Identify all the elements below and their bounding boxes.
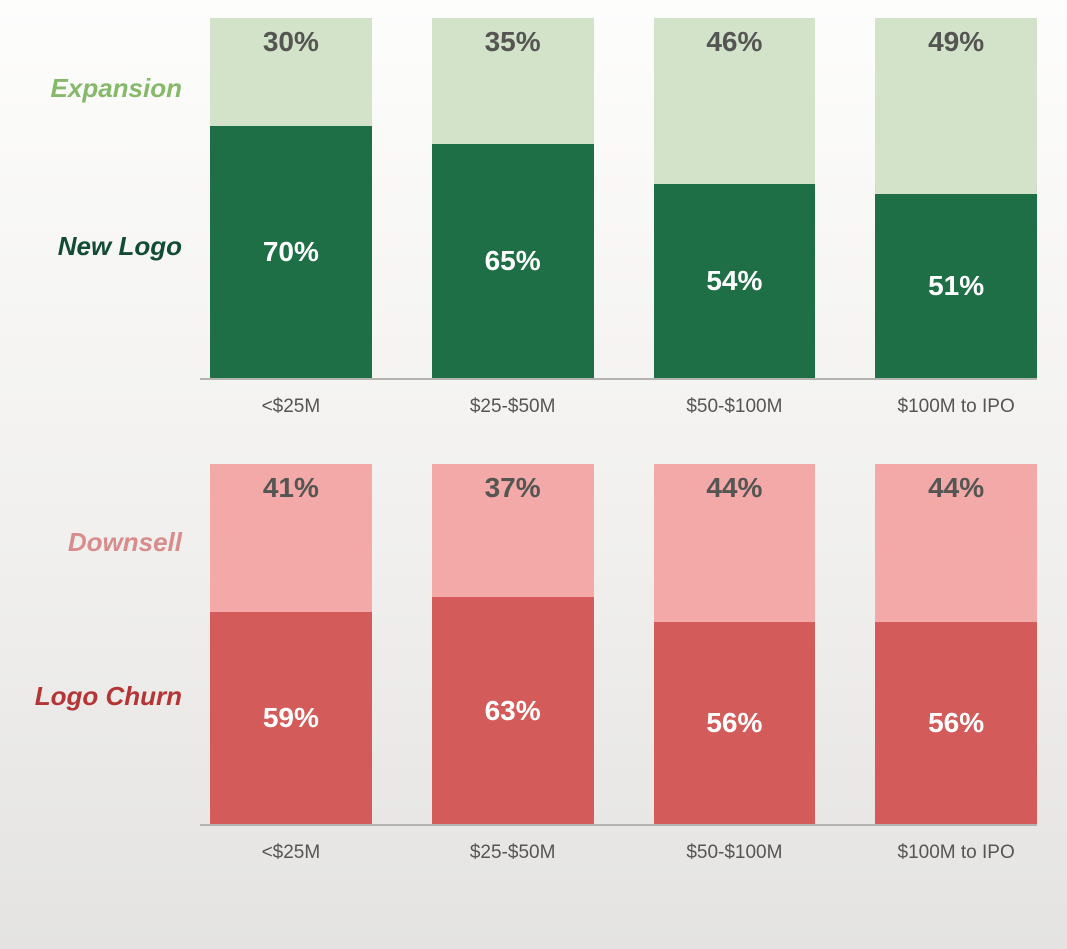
- new-logo-label: New Logo: [58, 232, 182, 261]
- bar-bottom-segment: 56%: [875, 622, 1037, 824]
- red-chart-row: Downsell Logo Churn 41%59%37%63%44%56%44…: [30, 466, 1037, 826]
- bar-bottom-segment: 59%: [210, 612, 372, 824]
- axis-label: <$25M: [210, 396, 372, 418]
- axis-label: $50-$100M: [654, 842, 816, 864]
- bar-group: 41%59%: [210, 464, 372, 824]
- bar-top-segment: 46%: [654, 18, 816, 184]
- bar-bottom-segment: 54%: [654, 184, 816, 378]
- bar-top-segment: 35%: [432, 18, 594, 144]
- bar-group: 35%65%: [432, 18, 594, 378]
- axis-label: $25-$50M: [432, 396, 594, 418]
- bar-group: 30%70%: [210, 18, 372, 378]
- red-axis-labels: <$25M $25-$50M $50-$100M $100M to IPO: [200, 834, 1037, 864]
- logo-churn-label: Logo Churn: [35, 682, 182, 711]
- axis-label: $50-$100M: [654, 396, 816, 418]
- red-labels-col: Downsell Logo Churn: [30, 466, 200, 826]
- green-axis-labels: <$25M $25-$50M $50-$100M $100M to IPO: [200, 388, 1037, 418]
- green-bars: 30%70% 35%65% 46%54% 49%51%: [200, 20, 1037, 380]
- bar-top-segment: 49%: [875, 18, 1037, 194]
- bar-group: 37%63%: [432, 464, 594, 824]
- bar-bottom-segment: 65%: [432, 144, 594, 378]
- bar-bottom-segment: 56%: [654, 622, 816, 824]
- red-axis-row: <$25M $25-$50M $50-$100M $100M to IPO: [30, 834, 1037, 864]
- green-chart-row: Expansion New Logo 30%70% 35%65% 46%54% 49%…: [30, 20, 1037, 380]
- expansion-label: Expansion: [51, 74, 182, 103]
- bar-top-segment: 41%: [210, 464, 372, 612]
- axis-label: <$25M: [210, 842, 372, 864]
- bar-group: 46%54%: [654, 18, 816, 378]
- green-axis-row: <$25M $25-$50M $50-$100M $100M to IPO: [30, 388, 1037, 418]
- bar-group: 44%56%: [654, 464, 816, 824]
- bar-top-segment: 30%: [210, 18, 372, 126]
- bar-top-segment: 44%: [875, 464, 1037, 622]
- axis-label: $100M to IPO: [875, 396, 1037, 418]
- bar-bottom-segment: 63%: [432, 597, 594, 824]
- bar-bottom-segment: 70%: [210, 126, 372, 378]
- bar-top-segment: 37%: [432, 464, 594, 597]
- axis-label: $100M to IPO: [875, 842, 1037, 864]
- bar-group: 44%56%: [875, 464, 1037, 824]
- bar-top-segment: 44%: [654, 464, 816, 622]
- bar-bottom-segment: 51%: [875, 194, 1037, 378]
- green-labels-col: Expansion New Logo: [30, 20, 200, 380]
- downsell-label: Downsell: [68, 528, 182, 557]
- axis-label: $25-$50M: [432, 842, 594, 864]
- bar-group: 49%51%: [875, 18, 1037, 378]
- red-bars: 41%59%37%63%44%56%44%56%: [200, 466, 1037, 826]
